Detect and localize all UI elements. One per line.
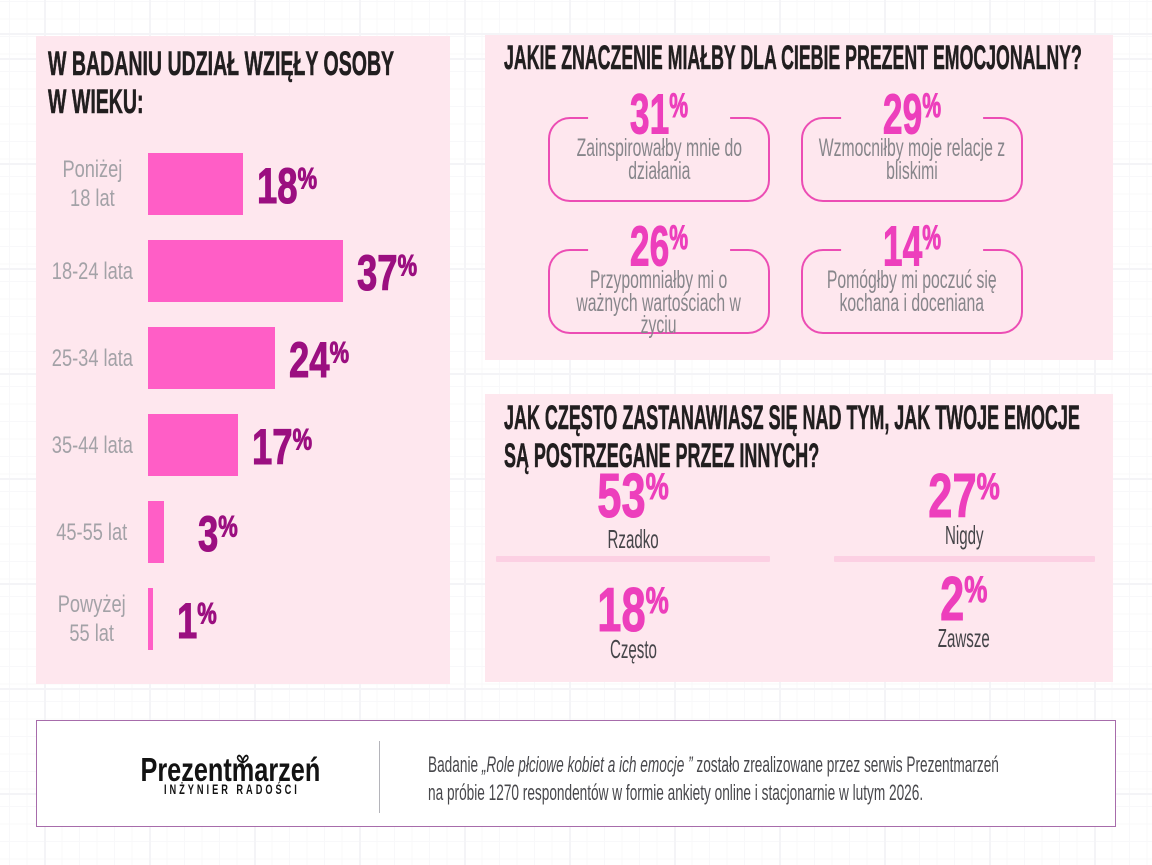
percent-sign: % [645,579,669,622]
age-bar [148,588,154,650]
stat-box: 31% Zainspirowałby mnie do działania [548,86,770,202]
age-bar-row: 18-24 lata 37% [36,240,450,302]
age-bar-label: 18-24 lata [51,257,133,285]
gift-bow-icon [236,754,249,764]
stat-box-text: Pomógłby mi poczuć się kochana i docenia… [827,266,997,317]
frequency-label: Nigdy [944,520,984,550]
age-bar-label: 35-44 lata [51,431,133,459]
stat-box-value: 26% [588,218,730,276]
frequency-value: 27% [928,462,1000,531]
percent-sign: % [922,87,942,126]
age-bar-value: 17% [251,419,312,475]
age-chart-rows: Poniżej 18 lat 18% 18-24 lata 37% 25-34 … [36,153,450,675]
age-chart-title: W BADANIU UDZIAŁ WZIĘŁY OSOBY W WIEKU: [48,45,395,121]
stat-box: 29% Wzmocniłby moje relacje z bliskimi [801,86,1023,202]
stat-box-value: 31% [588,86,730,144]
frequency-label: Często [609,634,657,664]
stat-box-value: 14% [841,218,983,276]
age-bar [148,240,344,302]
percent-sign: % [645,465,669,508]
note-rest: zostało zrealizowane przez serwis Prezen… [692,752,999,777]
age-bar-value: 18% [257,158,318,214]
percent-sign: % [329,336,349,370]
frequency-column: 27% Nigdy 2% Zawsze [807,462,1121,662]
brand-subtitle: INŻYNIER RADOŚCI [164,781,300,797]
percent-sign: % [292,423,312,457]
age-bar-label: Poniżej 18 lat [62,156,122,212]
stat-box-text: Wzmocniłby moje relacje z bliskimi [818,134,1006,185]
note-intro: Badanie [428,752,482,777]
age-bar [148,327,275,389]
age-bar [148,414,238,476]
age-bar-row: 25-34 lata 24% [36,327,450,389]
gift-meaning-title: JAKIE ZNACZENIE MIAŁBY DLA CIEBIE PREZEN… [504,39,1082,77]
stat-box-value: 29% [841,86,983,144]
stat-box-text: Zainspirowałby mnie do działania [576,134,742,185]
percent-sign: % [297,162,318,196]
brand-name: Prezent marzeń [140,751,320,788]
age-bar-row: Powyżej 55 lat 1% [36,588,450,650]
age-bar-row: 45-55 lat 3% [36,501,450,563]
note-study-title: „Role płciowe kobiet a ich emocje ” [481,752,693,777]
frequency-panel: JAK CZĘSTO ZASTANAWIASZ SIĘ NAD TYM, JAK… [485,394,1113,682]
frequency-value: 18% [597,576,669,645]
frequency-title: JAK CZĘSTO ZASTANAWIASZ SIĘ NAD TYM, JAK… [504,399,1080,475]
divider-bar [833,556,1095,562]
age-bar-value: 37% [357,245,418,301]
age-bar-value: 3% [197,506,238,562]
frequency-value: 53% [597,462,669,531]
footer-divider-line [379,741,380,813]
percent-sign: % [964,568,988,611]
frequency-value: 2% [940,565,988,634]
age-bar-label: 25-34 lata [51,344,133,372]
percent-sign: % [922,219,942,258]
frequency-label: Zawsze [938,623,990,653]
note-line2: na próbie 1270 respondentów w formie ank… [428,780,924,805]
age-bar-row: 35-44 lata 17% [36,414,450,476]
frequency-label: Rzadko [607,524,659,554]
divider-bar [496,556,770,562]
frequency-column: 53% Rzadko 18% Często [476,462,790,664]
gift-meaning-panel: JAKIE ZNACZENIE MIAŁBY DLA CIEBIE PREZEN… [485,35,1113,360]
frequency-columns: 53% Rzadko 18% Często 27% Nigdy 2% Zawsz… [485,465,1113,662]
age-bar-label: Powyżej 55 lat [58,591,126,647]
gift-meaning-grid: 31% Zainspirowałby mnie do działania 29%… [485,35,1113,360]
age-bar-label: 45-55 lat [56,518,128,546]
percent-sign: % [976,465,1000,508]
percent-sign: % [669,219,689,258]
age-bar-row: Poniżej 18 lat 18% [36,153,450,215]
stat-box: 26% Przypomniałby mi o ważnych wartościa… [548,218,770,337]
percent-sign: % [397,249,418,283]
stat-box-text: Przypomniałby mi o ważnych wartościach w… [576,266,742,339]
age-bar [148,501,164,563]
study-note: Badanie „Role płciowe kobiet a ich emocj… [428,751,1088,807]
footer-credit-bar: Prezent marzeń INŻYNIER RADOŚCI Badanie „… [36,720,1116,827]
age-bar-value: 24% [288,332,349,388]
percent-sign: % [669,87,689,126]
age-bar [148,153,244,215]
stat-box: 14% Pomógłby mi poczuć się kochana i doc… [801,218,1023,334]
age-bar-value: 1% [177,593,218,649]
age-chart-panel: W BADANIU UDZIAŁ WZIĘŁY OSOBY W WIEKU: P… [36,36,450,684]
percent-sign: % [218,510,238,544]
brand-logo: Prezent marzeń INŻYNIER RADOŚCI [59,721,401,826]
percent-sign: % [197,597,218,631]
